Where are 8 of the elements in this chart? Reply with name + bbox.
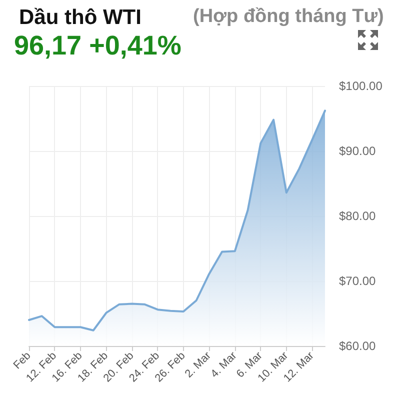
y-tick-label: $70.00 (339, 274, 376, 288)
y-tick-label: $60.00 (339, 339, 376, 353)
y-tick-label: $90.00 (339, 144, 376, 158)
chart-subtitle: (Hợp đồng tháng Tư) (193, 6, 384, 27)
y-tick-label: $100.00 (339, 79, 383, 93)
chart-title: Dầu thô WTI (19, 6, 142, 29)
y-tick-label: $80.00 (339, 209, 376, 223)
text: 96,17 +0,41% (14, 30, 182, 60)
